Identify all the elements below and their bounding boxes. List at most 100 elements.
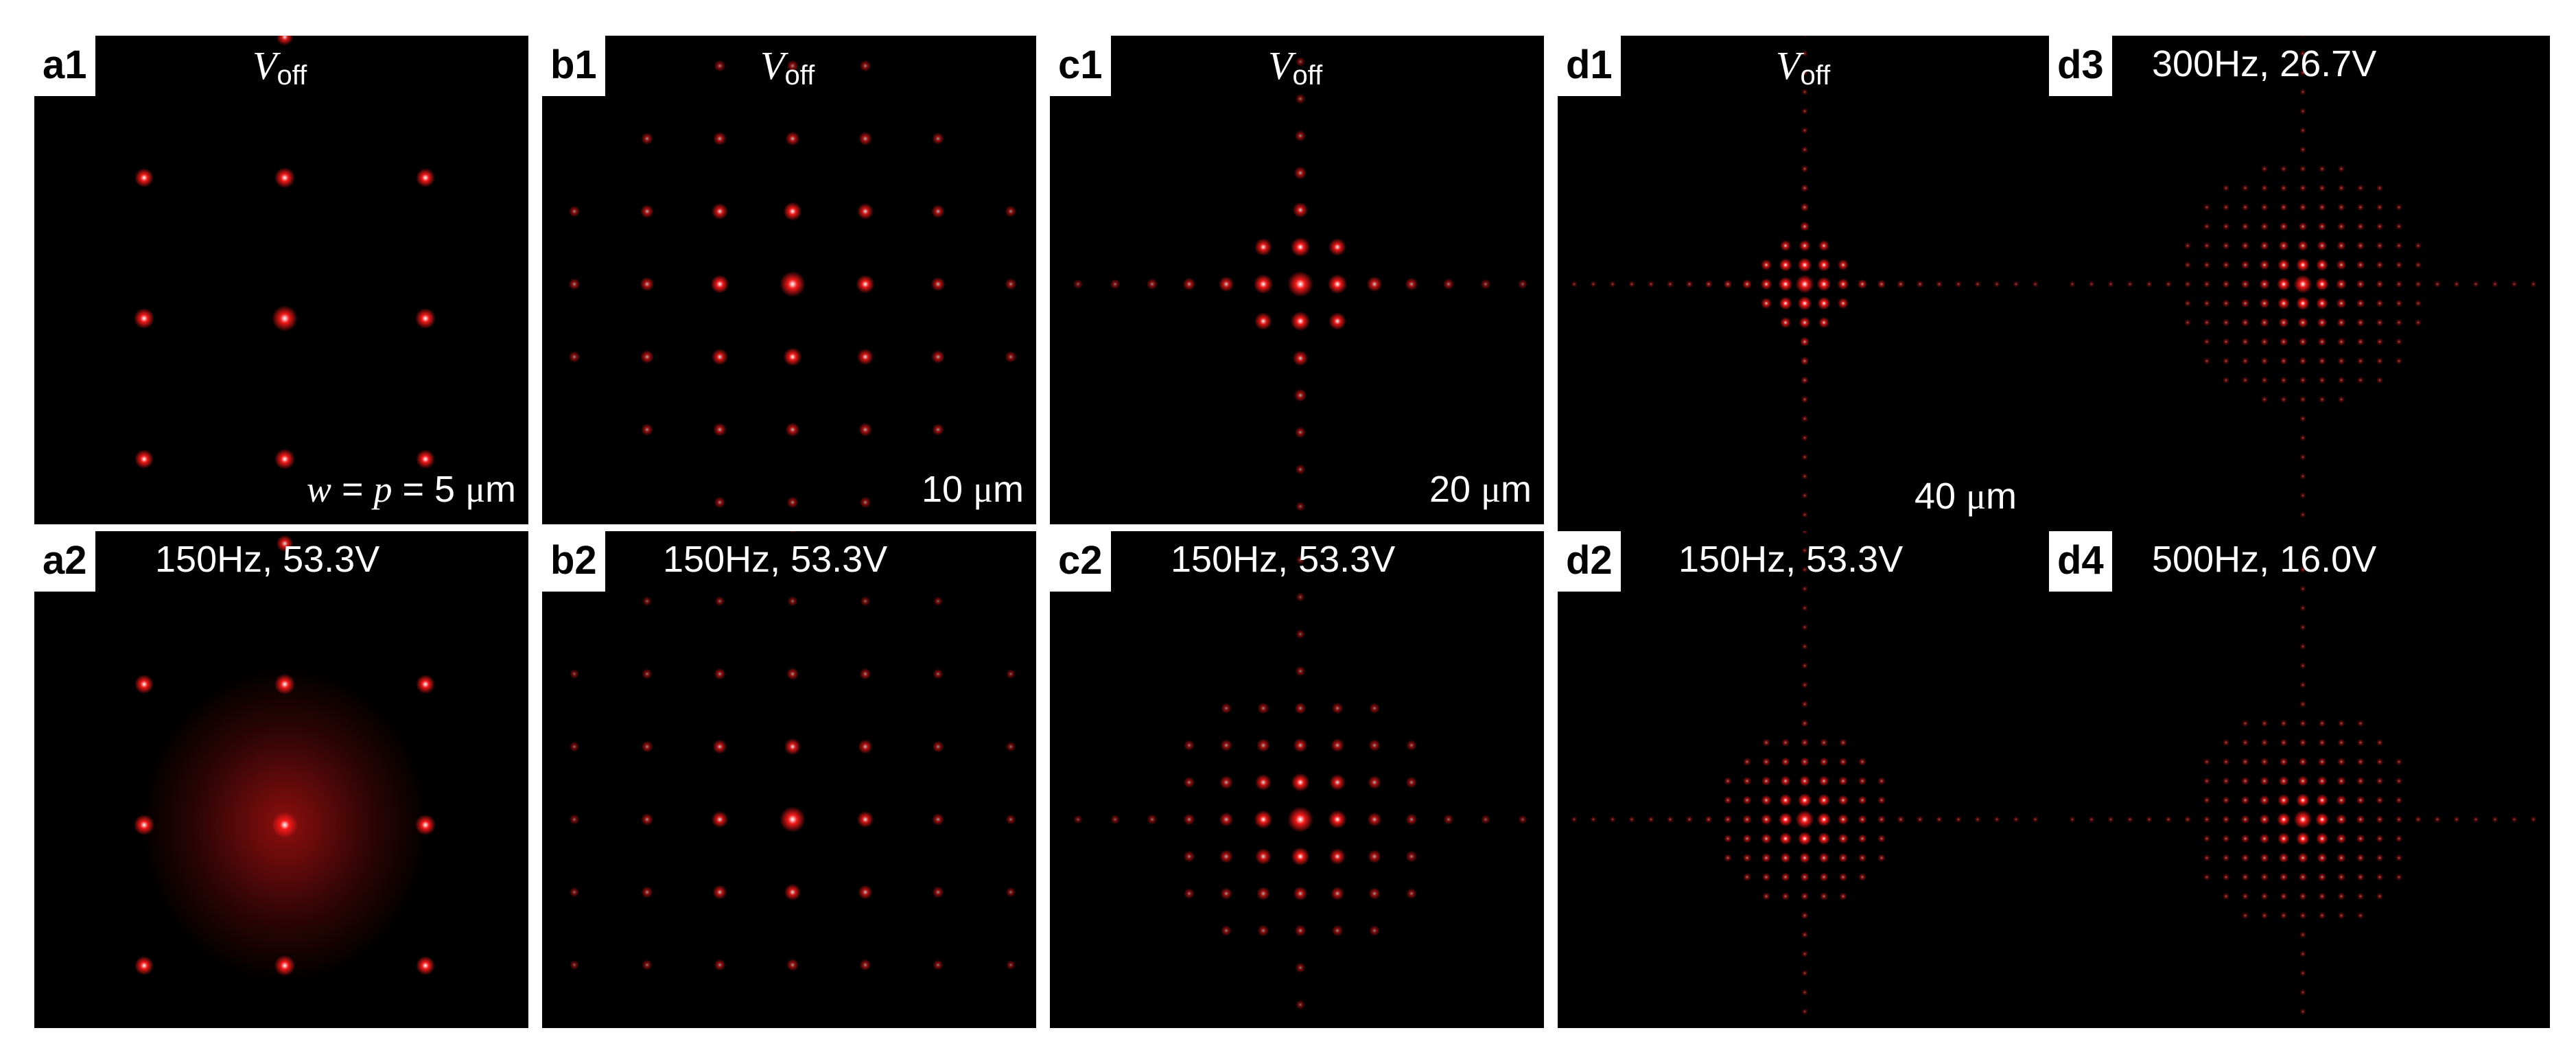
diffraction-spot <box>2376 338 2384 346</box>
diffraction-spot <box>1801 511 1808 518</box>
diffraction-spot <box>2376 796 2384 804</box>
diffraction-spot <box>2051 282 2052 286</box>
diffraction-spot <box>2356 260 2365 270</box>
diffraction-spot <box>2396 338 2402 345</box>
diffraction-spot <box>2069 816 2076 823</box>
diffraction-pattern-d1 <box>1558 36 2052 518</box>
diffraction-spot <box>2415 281 2422 288</box>
diffraction-spot <box>2299 36 2306 38</box>
diffraction-spot <box>134 956 154 975</box>
diffraction-spot <box>1328 810 1347 829</box>
diffraction-spot <box>714 496 726 509</box>
diffraction-spot <box>1801 531 1808 535</box>
diffraction-spot <box>2356 777 2365 785</box>
diffraction-spot <box>2453 816 2460 823</box>
diffraction-spot <box>1220 887 1232 900</box>
diffraction-spot <box>1220 739 1232 751</box>
scale-label-d: 40 μm <box>1915 475 2017 517</box>
diffraction-spot <box>2318 376 2326 384</box>
diffraction-spot <box>1818 316 1830 329</box>
diffraction-spot <box>2259 279 2270 290</box>
diffraction-spot <box>1182 277 1196 291</box>
diffraction-spot <box>2278 776 2289 786</box>
diffraction-spot <box>2280 184 2288 192</box>
diffraction-spot <box>2336 814 2347 825</box>
diffraction-spot <box>1295 999 1306 1010</box>
diffraction-spot <box>1480 814 1491 825</box>
diffraction-spot <box>2222 203 2230 211</box>
diffraction-pattern-b1 <box>568 60 1017 509</box>
diffraction-spot <box>2395 854 2403 862</box>
diffraction-spot <box>2203 318 2211 327</box>
voff-symbol: V <box>760 43 785 88</box>
diffraction-spot <box>134 675 154 694</box>
diffraction-spot <box>416 675 435 694</box>
condition-label-c2: 150Hz, 53.3V <box>1171 539 1396 580</box>
diffraction-spot <box>1291 847 1310 866</box>
diffraction-spot <box>1838 757 1848 767</box>
diffraction-spot <box>2415 242 2422 249</box>
diffraction-spot <box>2316 259 2328 271</box>
diffraction-spot <box>2165 816 2172 823</box>
diffraction-spot <box>2299 719 2307 727</box>
diffraction-pattern-c1 <box>1073 56 1528 512</box>
diffraction-spot <box>1816 277 1831 292</box>
diffraction-spot <box>2241 758 2249 766</box>
diffraction-spot <box>2203 854 2211 862</box>
diffraction-spot <box>2297 776 2308 786</box>
diffraction-spot <box>2259 259 2270 270</box>
diffraction-spot <box>2299 585 2306 592</box>
diffraction-spot <box>1368 924 1381 937</box>
diffraction-spot <box>2297 852 2308 863</box>
diffraction-spot <box>640 277 655 292</box>
diffraction-spot <box>932 423 944 436</box>
diffraction-spot <box>786 60 799 72</box>
diffraction-spot <box>1742 815 1752 824</box>
diffraction-spot <box>1219 850 1233 863</box>
diffraction-spot <box>640 205 654 218</box>
diffraction-spot <box>859 496 871 509</box>
diffraction-spot <box>2376 777 2384 785</box>
diffraction-spot <box>2299 681 2306 688</box>
diffraction-spot <box>1685 280 1694 288</box>
diffraction-spot <box>2259 833 2270 844</box>
diffraction-spot <box>2298 222 2308 231</box>
diffraction-spot <box>2277 277 2291 291</box>
diffraction-spot <box>1073 815 1083 824</box>
diffraction-spot <box>272 305 298 331</box>
diffraction-spot <box>2317 240 2328 251</box>
diffraction-spot <box>2376 222 2384 231</box>
diffraction-spot <box>134 168 154 187</box>
diffraction-spot <box>1818 240 1830 252</box>
diffraction-spot <box>1590 281 1597 288</box>
diffraction-spot <box>1257 924 1269 937</box>
diffraction-spot <box>1294 702 1307 714</box>
diffraction-spot <box>2299 624 2306 631</box>
diffraction-spot <box>1590 816 1597 823</box>
diffraction-spot <box>858 739 873 754</box>
diffraction-spot <box>932 886 944 898</box>
diffraction-spot <box>641 741 653 753</box>
diffraction-spot <box>2069 281 2076 288</box>
diffraction-spot <box>2296 832 2310 846</box>
diffraction-spot <box>780 271 806 297</box>
diffraction-spot <box>2203 874 2210 881</box>
diffraction-spot <box>1628 816 1635 823</box>
diffraction-spot <box>2317 872 2327 882</box>
diffraction-spot <box>641 132 653 145</box>
diffraction-spot <box>1405 776 1418 789</box>
diffraction-spot <box>2299 434 2306 441</box>
diffraction-spot <box>1817 793 1831 807</box>
diffraction-spot <box>2203 758 2210 765</box>
diffraction-spot <box>1480 279 1491 290</box>
diffraction-spot <box>641 423 653 436</box>
diffraction-spot <box>933 596 944 607</box>
diffraction-spot <box>1801 376 1809 384</box>
diffraction-spot <box>1955 816 1962 823</box>
diffraction-spot <box>1801 89 1808 95</box>
diffraction-spot <box>2317 337 2327 347</box>
diffraction-spot <box>1293 166 1307 180</box>
diffraction-spot <box>1295 666 1306 677</box>
diffraction-spot <box>2278 794 2290 806</box>
diffraction-spot <box>860 596 871 607</box>
